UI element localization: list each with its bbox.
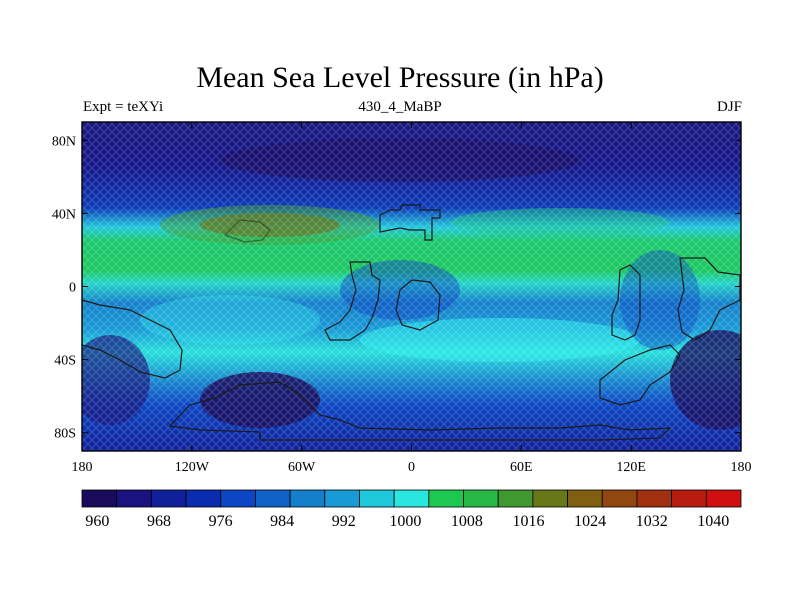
x-tick-label: 120E [616, 460, 646, 475]
colorbar-swatch [150, 489, 187, 508]
colorbar-swatch [116, 489, 152, 508]
y-tick-label: 80S [54, 427, 76, 442]
colorbar-swatch [428, 489, 464, 508]
colorbar-swatch [497, 489, 534, 508]
x-tick-label: 60E [510, 460, 533, 475]
y-tick-label: 0 [69, 281, 76, 296]
colorbar-label: 1016 [513, 513, 545, 530]
colorbar-swatch [324, 489, 360, 508]
colorbar-swatch [81, 489, 118, 508]
x-tick-label: 120W [175, 460, 210, 475]
colorbar-label: 1024 [574, 513, 606, 530]
colorbar: 960 968 976 984 992 1000 1008 1016 1024 1032 1040 [81, 489, 742, 530]
colorbar-label: 1000 [389, 513, 421, 530]
colorbar-label: 992 [332, 513, 356, 530]
colorbar-swatch [671, 489, 707, 508]
experiment-label: Expt = teXYi [83, 99, 164, 115]
latitude-axis: 80N 40N 0 40S 80S [52, 134, 741, 442]
colorbar-swatch [636, 489, 673, 508]
colorbar-swatch [289, 489, 326, 508]
colorbar-swatch [393, 489, 430, 508]
colorbar-label: 968 [147, 513, 171, 530]
colorbar-swatch [185, 489, 222, 508]
hatch-overlay [82, 122, 741, 451]
colorbar-swatch [601, 489, 638, 508]
x-tick-label: 180 [731, 460, 752, 475]
colorbar-swatch [567, 489, 603, 508]
colorbar-swatch [220, 489, 256, 508]
y-tick-label: 40N [52, 207, 76, 222]
colorbar-swatch [463, 489, 499, 508]
longitude-axis: 180 120W 60W 0 60E 120E 180 [72, 122, 752, 475]
colorbar-swatch [532, 489, 568, 508]
plot-title: Mean Sea Level Pressure (in hPa) [196, 61, 604, 94]
colorbar-label: 1008 [451, 513, 483, 530]
x-tick-label: 0 [408, 460, 415, 475]
colorbar-swatch [255, 489, 291, 508]
y-tick-label: 40S [54, 354, 76, 369]
x-tick-label: 180 [72, 460, 93, 475]
colorbar-label: 960 [85, 513, 109, 530]
colorbar-swatch [359, 489, 395, 508]
continent-outlines [82, 204, 741, 441]
season-label: DJF [716, 99, 742, 115]
x-tick-label: 60W [288, 460, 316, 475]
colorbar-label: 1040 [697, 513, 729, 530]
colorbar-label: 1032 [636, 513, 668, 530]
y-tick-label: 80N [52, 134, 76, 149]
time-label: 430_4_MaBP [358, 99, 442, 115]
colorbar-label: 984 [270, 513, 294, 530]
colorbar-label: 976 [209, 513, 233, 530]
colorbar-swatch [705, 489, 742, 508]
